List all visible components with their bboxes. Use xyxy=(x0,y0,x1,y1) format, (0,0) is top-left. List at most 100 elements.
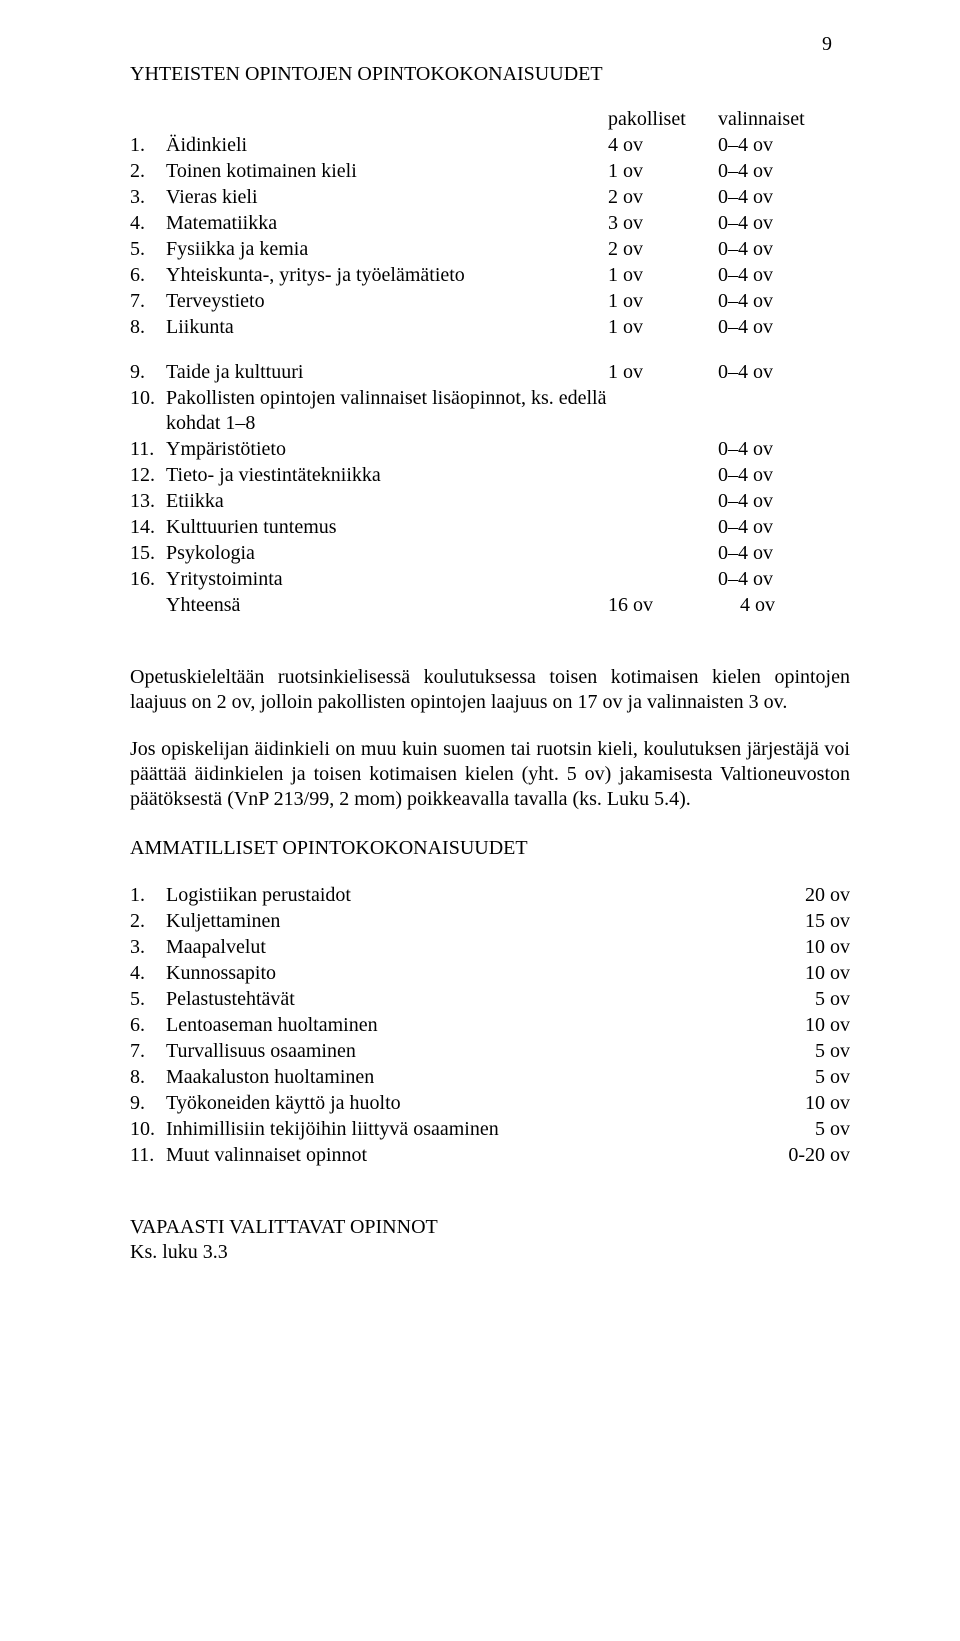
row-number: 7. xyxy=(130,289,166,315)
row-pakolliset: 1 ov xyxy=(608,360,718,386)
row-number: 12. xyxy=(130,463,166,489)
table-row: 5.Fysiikka ja kemia2 ov0–4 ov xyxy=(130,237,850,263)
row-value: 10 ov xyxy=(740,1013,850,1039)
row-number: 15. xyxy=(130,541,166,567)
row-valinnaiset: 0–4 ov xyxy=(718,515,850,541)
table-row: 13.Etiikka 0–4 ov xyxy=(130,489,850,515)
row-value: 5 ov xyxy=(740,1117,850,1143)
table-row: 16.Yritystoiminta 0–4 ov xyxy=(130,567,850,593)
row-pakolliset: 3 ov xyxy=(608,211,718,237)
row-number: 3. xyxy=(130,935,166,961)
table-row: 7.Terveystieto1 ov0–4 ov xyxy=(130,289,850,315)
row-pakolliset: 2 ov xyxy=(608,185,718,211)
row-valinnaiset: 0–4 ov xyxy=(718,211,850,237)
table-row: 7.Turvallisuus osaaminen5 ov xyxy=(130,1039,850,1065)
row-pakolliset xyxy=(608,489,718,515)
row-valinnaiset: 0–4 ov xyxy=(718,463,850,489)
row-number: 11. xyxy=(130,437,166,463)
row-label: Muut valinnaiset opinnot xyxy=(166,1143,740,1169)
row-pakolliset xyxy=(608,515,718,541)
row-value: 15 ov xyxy=(740,909,850,935)
row-number: 6. xyxy=(130,1013,166,1039)
row-pakolliset xyxy=(608,463,718,489)
table-row: 4.Matematiikka3 ov0–4 ov xyxy=(130,211,850,237)
row-valinnaiset: 0–4 ov xyxy=(718,289,850,315)
row-label: Kunnossapito xyxy=(166,961,740,987)
row-pakolliset: 1 ov xyxy=(608,159,718,185)
paragraph-1: Opetuskieleltään ruotsinkielisessä koulu… xyxy=(130,665,850,715)
row-value: 10 ov xyxy=(740,961,850,987)
row-number: 5. xyxy=(130,987,166,1013)
free-electives-heading: VAPAASTI VALITTAVAT OPINNOT xyxy=(130,1215,850,1240)
row-pakolliset xyxy=(608,567,718,593)
header-valinnaiset: valinnaiset xyxy=(718,107,850,133)
page-number: 9 xyxy=(822,32,832,57)
row-label: Maakaluston huoltaminen xyxy=(166,1065,740,1091)
row-pakolliset: 1 ov xyxy=(608,289,718,315)
row-label: Kuljettaminen xyxy=(166,909,740,935)
table-row: 3.Vieras kieli2 ov0–4 ov xyxy=(130,185,850,211)
row-number: 4. xyxy=(130,961,166,987)
row-number: 16. xyxy=(130,567,166,593)
table-row: 2.Toinen kotimainen kieli1 ov0–4 ov xyxy=(130,159,850,185)
table-row: 8.Maakaluston huoltaminen5 ov xyxy=(130,1065,850,1091)
row-value: 5 ov xyxy=(740,1065,850,1091)
row-value: 5 ov xyxy=(740,1039,850,1065)
row-label: Logistiikan perustaidot xyxy=(166,883,740,909)
table-row: 6.Yhteiskunta-, yritys- ja työelämätieto… xyxy=(130,263,850,289)
row-label: Matematiikka xyxy=(166,211,608,237)
row-value: 10 ov xyxy=(740,935,850,961)
table-row: 11.Ympäristötieto0–4 ov xyxy=(130,437,850,463)
row-label: Pelastustehtävät xyxy=(166,987,740,1013)
row-value: 20 ov xyxy=(740,883,850,909)
row-label: Ympäristötieto xyxy=(166,437,608,463)
free-electives-block: VAPAASTI VALITTAVAT OPINNOT Ks. luku 3.3 xyxy=(130,1215,850,1265)
row-valinnaiset: 0–4 ov xyxy=(718,159,850,185)
row-number: 13. xyxy=(130,489,166,515)
table-row: 14.Kulttuurien tuntemus0–4 ov xyxy=(130,515,850,541)
total-row: Yhteensä 16 ov 4 ov xyxy=(130,593,850,619)
row-pakolliset xyxy=(608,541,718,567)
row-pakolliset xyxy=(608,386,718,437)
row-valinnaiset: 0–4 ov xyxy=(718,489,850,515)
row-number: 10. xyxy=(130,386,166,437)
row-label: Äidinkieli xyxy=(166,133,608,159)
row-number: 8. xyxy=(130,1065,166,1091)
table-row: 8.Liikunta1 ov0–4 ov xyxy=(130,315,850,341)
row-valinnaiset: 0–4 ov xyxy=(718,185,850,211)
table-row: 12.Tieto- ja viestintätekniikka0–4 ov xyxy=(130,463,850,489)
row-label: Yritystoiminta xyxy=(166,567,608,593)
vocational-table: 1.Logistiikan perustaidot20 ov2.Kuljetta… xyxy=(130,883,850,1169)
common-studies-table: pakolliset valinnaiset 1.Äidinkieli4 ov0… xyxy=(130,107,850,619)
table-row: 15.Psykologia0–4 ov xyxy=(130,541,850,567)
row-label: Työkoneiden käyttö ja huolto xyxy=(166,1091,740,1117)
row-valinnaiset: 0–4 ov xyxy=(718,315,850,341)
row-number: 3. xyxy=(130,185,166,211)
row-number: 14. xyxy=(130,515,166,541)
row-label: Lentoaseman huoltaminen xyxy=(166,1013,740,1039)
table-row: 11.Muut valinnaiset opinnot0-20 ov xyxy=(130,1143,850,1169)
row-label: Pakollisten opintojen valinnaiset lisäop… xyxy=(166,386,608,437)
row-pakolliset: 2 ov xyxy=(608,237,718,263)
table-row: 1.Äidinkieli4 ov0–4 ov xyxy=(130,133,850,159)
row-label: Vieras kieli xyxy=(166,185,608,211)
total-pakolliset: 16 ov xyxy=(608,593,718,619)
row-valinnaiset: 0–4 ov xyxy=(718,263,850,289)
table-row: 10.Inhimillisiin tekijöihin liittyvä osa… xyxy=(130,1117,850,1143)
row-label: Psykologia xyxy=(166,541,608,567)
row-value: 10 ov xyxy=(740,1091,850,1117)
row-label: Turvallisuus osaaminen xyxy=(166,1039,740,1065)
row-label: Etiikka xyxy=(166,489,608,515)
row-label: Inhimillisiin tekijöihin liittyvä osaami… xyxy=(166,1117,740,1143)
row-valinnaiset: 0–4 ov xyxy=(718,567,850,593)
table-row: 5.Pelastustehtävät5 ov xyxy=(130,987,850,1013)
table-gap-row xyxy=(130,341,850,360)
row-number: 6. xyxy=(130,263,166,289)
row-valinnaiset: 0–4 ov xyxy=(718,360,850,386)
table-row: 10.Pakollisten opintojen valinnaiset lis… xyxy=(130,386,850,437)
row-pakolliset xyxy=(608,437,718,463)
row-label: Yhteiskunta-, yritys- ja työelämätieto xyxy=(166,263,608,289)
document-page: 9 YHTEISTEN OPINTOJEN OPINTOKOKONAISUUDE… xyxy=(0,0,960,1335)
row-number: 11. xyxy=(130,1143,166,1169)
row-label: Toinen kotimainen kieli xyxy=(166,159,608,185)
